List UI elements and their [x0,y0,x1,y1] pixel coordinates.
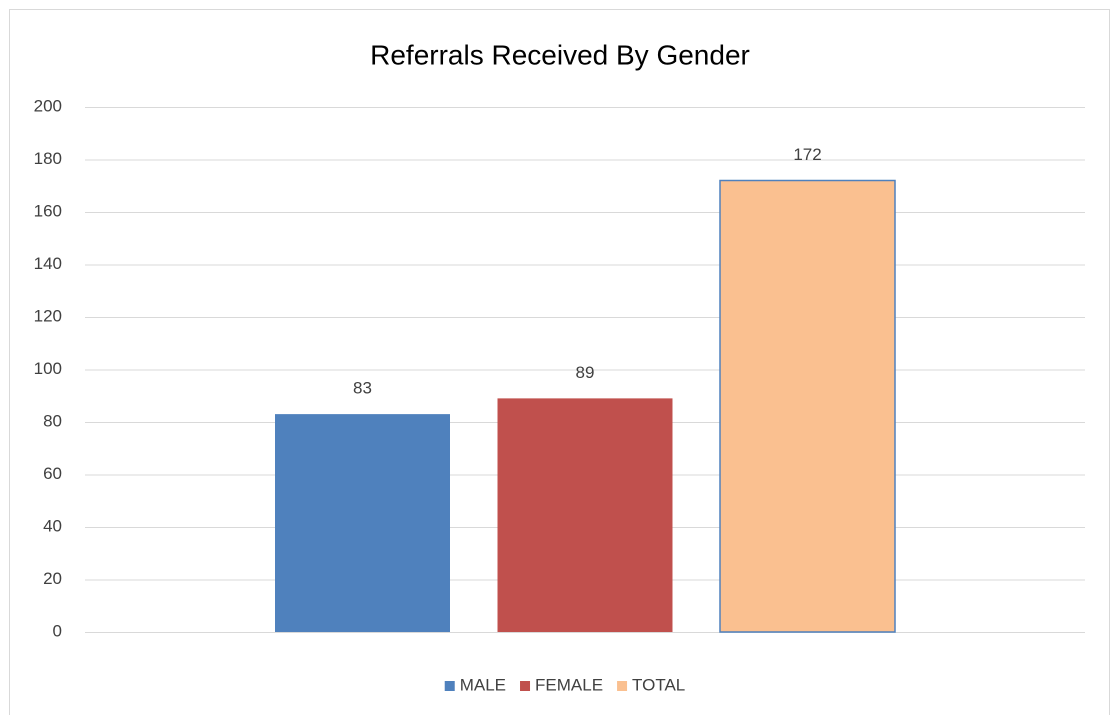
y-tick-label: 140 [34,254,62,273]
legend-label: MALE [460,675,506,694]
y-tick-label: 80 [43,411,62,430]
data-label: 172 [793,145,821,164]
data-label: 89 [576,363,595,382]
y-tick-label: 120 [34,306,62,325]
y-tick-label: 20 [43,569,62,588]
y-tick-label: 160 [34,201,62,220]
bar [497,398,673,632]
bar [275,414,450,632]
data-label: 83 [353,379,372,398]
y-tick-label: 100 [34,359,62,378]
y-tick-label: 60 [43,464,62,483]
chart-title: Referrals Received By Gender [370,39,750,70]
legend-label: FEMALE [535,675,603,694]
legend-swatch [444,681,455,691]
y-tick-label: 180 [34,149,62,168]
legend-swatch [617,681,628,691]
legend-label: TOTAL [632,675,685,694]
bar [719,179,896,633]
y-tick-label: 0 [53,621,62,640]
legend-swatch [520,681,531,691]
y-tick-label: 200 [34,96,62,115]
y-tick-label: 40 [43,516,62,535]
